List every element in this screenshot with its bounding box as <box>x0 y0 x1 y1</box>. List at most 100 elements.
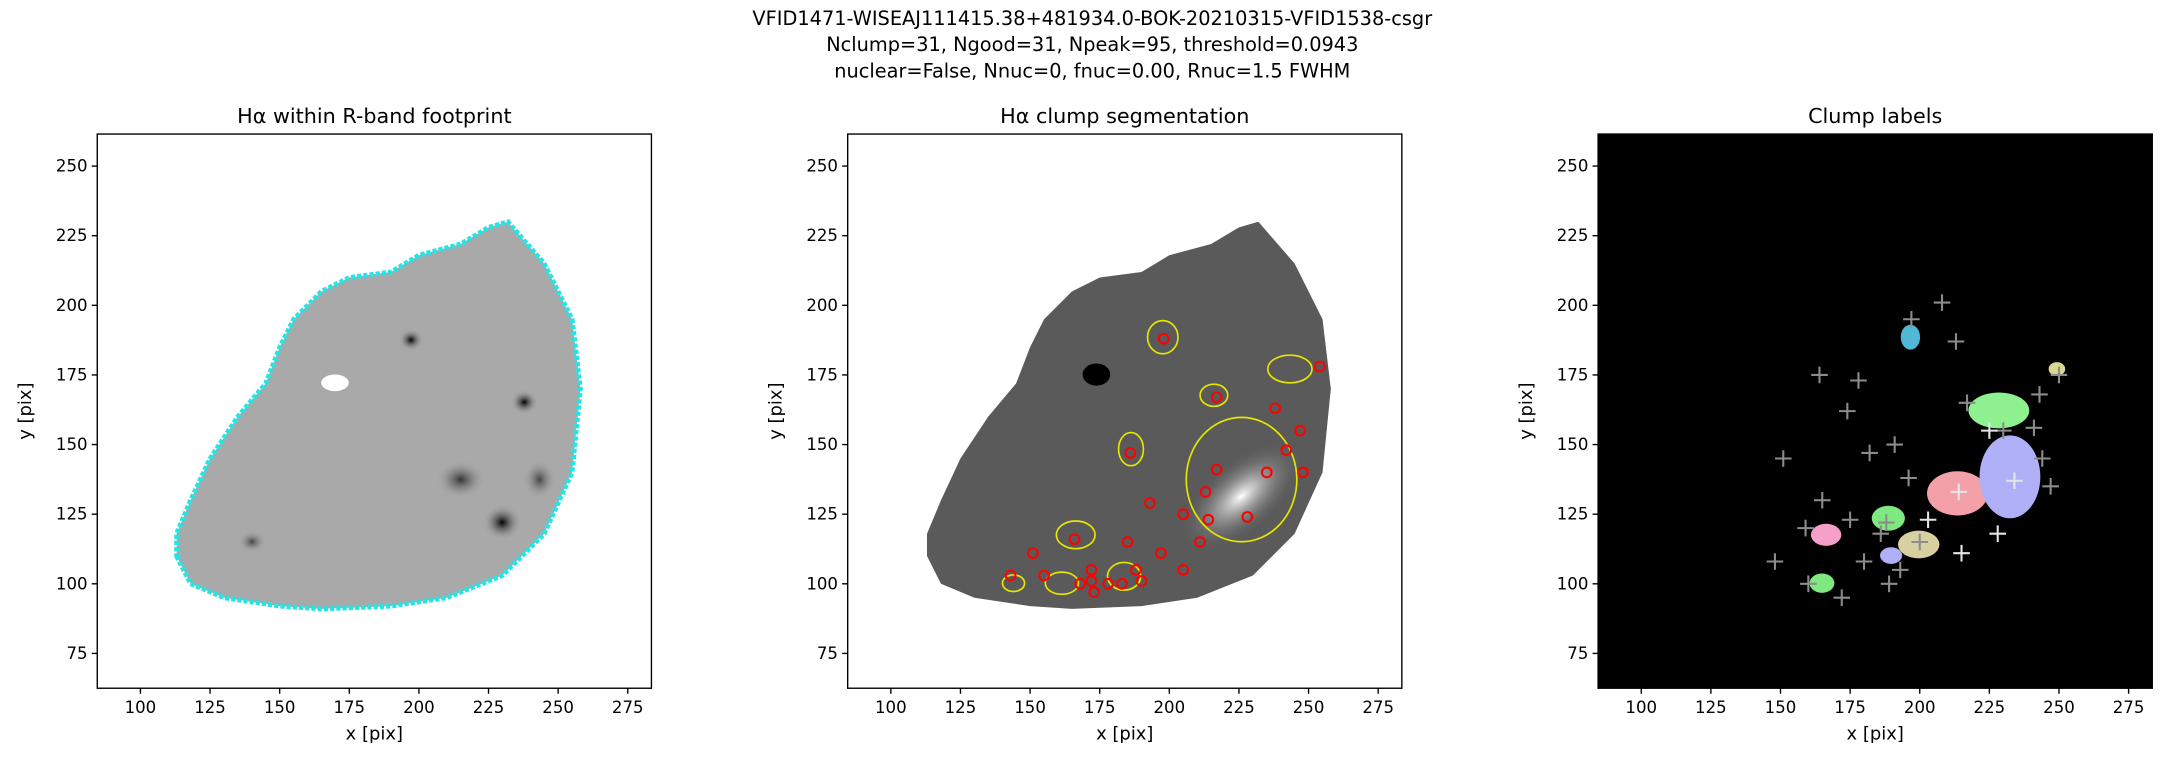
peak-marker <box>1800 575 1817 593</box>
peak-marker <box>2031 386 2048 403</box>
y-tick-label: 225 <box>806 226 838 245</box>
axes-title: Hα clump segmentation <box>1000 104 1249 128</box>
x-tick-label: 250 <box>542 698 574 717</box>
clump-marker <box>1210 391 1223 404</box>
peak-marker <box>1766 553 1784 570</box>
peak-marker <box>1861 444 1878 462</box>
clump-marker <box>1294 424 1307 437</box>
peak-marker <box>1911 533 1929 551</box>
x-tick-label: 275 <box>612 698 644 717</box>
y-tick-label: 100 <box>806 574 838 593</box>
axes-title: Hα within R-band footprint <box>237 104 511 128</box>
clump-marker <box>1313 360 1326 373</box>
clump-marker <box>1026 547 1039 560</box>
peak-marker <box>1891 561 1909 579</box>
image-footprint <box>177 222 581 609</box>
peak-marker <box>1953 544 1970 562</box>
peak-marker <box>1903 310 1920 328</box>
y-tick-label: 200 <box>1557 296 1589 315</box>
peak-marker <box>1841 511 1859 529</box>
y-tick-label: 125 <box>1557 505 1589 524</box>
clump-marker <box>1194 536 1206 548</box>
y-tick-label: 125 <box>56 505 88 524</box>
y-tick-label: 225 <box>1557 226 1589 245</box>
x-tick-label: 175 <box>333 698 365 717</box>
image-labels <box>1598 134 2153 689</box>
y-tick-label: 250 <box>1557 157 1589 176</box>
clump-marker <box>1260 466 1273 479</box>
peak-marker <box>2006 472 2023 490</box>
y-tick-label: 175 <box>806 365 838 384</box>
peak-marker <box>1989 525 2007 542</box>
x-tick-label: 125 <box>194 698 226 717</box>
clump-marker <box>1130 563 1142 576</box>
clump-marker <box>1241 511 1254 523</box>
clump-marker <box>1088 586 1101 599</box>
x-tick-label: 200 <box>403 698 435 717</box>
peak-marker <box>1797 519 1814 537</box>
x-tick-label: 250 <box>1293 698 1325 717</box>
peak-marker <box>1811 366 1828 384</box>
clump-marker <box>1085 575 1098 587</box>
clump-marker <box>1210 463 1223 476</box>
clump-marker <box>1068 533 1081 546</box>
x-tick-label: 125 <box>1695 698 1727 717</box>
clump-marker <box>1038 569 1050 582</box>
peak-marker <box>2033 450 2051 467</box>
x-axis-label: x [pix] <box>1847 723 1904 744</box>
suptitle: VFID1471-WISEAJ111415.38+481934.0-BOK-20… <box>752 7 1432 30</box>
clump-marker <box>1177 508 1190 521</box>
x-tick-label: 200 <box>1904 698 1936 717</box>
clump-marker <box>1004 569 1017 582</box>
peak-marker <box>1947 333 1965 350</box>
clump-marker <box>1155 547 1167 560</box>
peak-marker <box>1855 553 1873 570</box>
peak-marker <box>1981 422 1998 439</box>
x-tick-label: 150 <box>1765 698 1797 717</box>
y-tick-label: 150 <box>806 435 838 454</box>
y-axis-label: y [pix] <box>765 382 786 439</box>
x-tick-label: 125 <box>945 698 977 717</box>
axes-title: Clump labels <box>1808 104 1942 128</box>
y-tick-label: 225 <box>56 226 88 245</box>
peak-marker <box>1850 372 1867 389</box>
clump-marker <box>1124 447 1137 459</box>
x-tick-label: 275 <box>2113 698 2145 717</box>
peak-marker <box>1774 450 1792 467</box>
x-tick-label: 200 <box>1153 698 1185 717</box>
axes-frame <box>1597 133 2153 689</box>
clump-marker <box>1177 563 1190 576</box>
clump-marker <box>1199 486 1212 498</box>
x-tick-label: 100 <box>1625 698 1657 717</box>
x-tick-label: 150 <box>264 698 296 717</box>
x-tick-label: 100 <box>125 698 157 717</box>
axes-frame <box>846 133 1403 689</box>
image-segmentation <box>927 221 1331 609</box>
x-axis-label: x [pix] <box>346 723 403 744</box>
y-tick-label: 100 <box>56 574 88 593</box>
x-tick-label: 225 <box>1974 698 2006 717</box>
y-tick-label: 150 <box>56 435 88 454</box>
peak-marker <box>1872 525 1890 542</box>
axes-frame <box>96 133 653 689</box>
peak-marker <box>1878 514 1895 531</box>
y-axis-label: y [pix] <box>1516 382 1537 439</box>
peak-marker <box>1919 511 1937 529</box>
peak-marker <box>1933 294 1951 311</box>
clump-marker <box>1121 536 1134 548</box>
peak-marker <box>1950 483 1968 501</box>
x-tick-label: 275 <box>1362 698 1394 717</box>
peak-marker <box>1839 402 1856 420</box>
y-tick-label: 175 <box>1557 365 1589 384</box>
x-tick-label: 175 <box>1084 698 1116 717</box>
peak-marker <box>1886 436 1903 453</box>
y-tick-label: 75 <box>66 644 87 663</box>
peak-marker <box>1833 589 1851 607</box>
clump-marker <box>1116 577 1128 590</box>
x-tick-label: 225 <box>473 698 505 717</box>
clump-marker <box>1269 402 1282 415</box>
x-tick-label: 225 <box>1223 698 1255 717</box>
suptitle: nuclear=False, Nnuc=0, fnuc=0.00, Rnuc=1… <box>834 59 1350 82</box>
